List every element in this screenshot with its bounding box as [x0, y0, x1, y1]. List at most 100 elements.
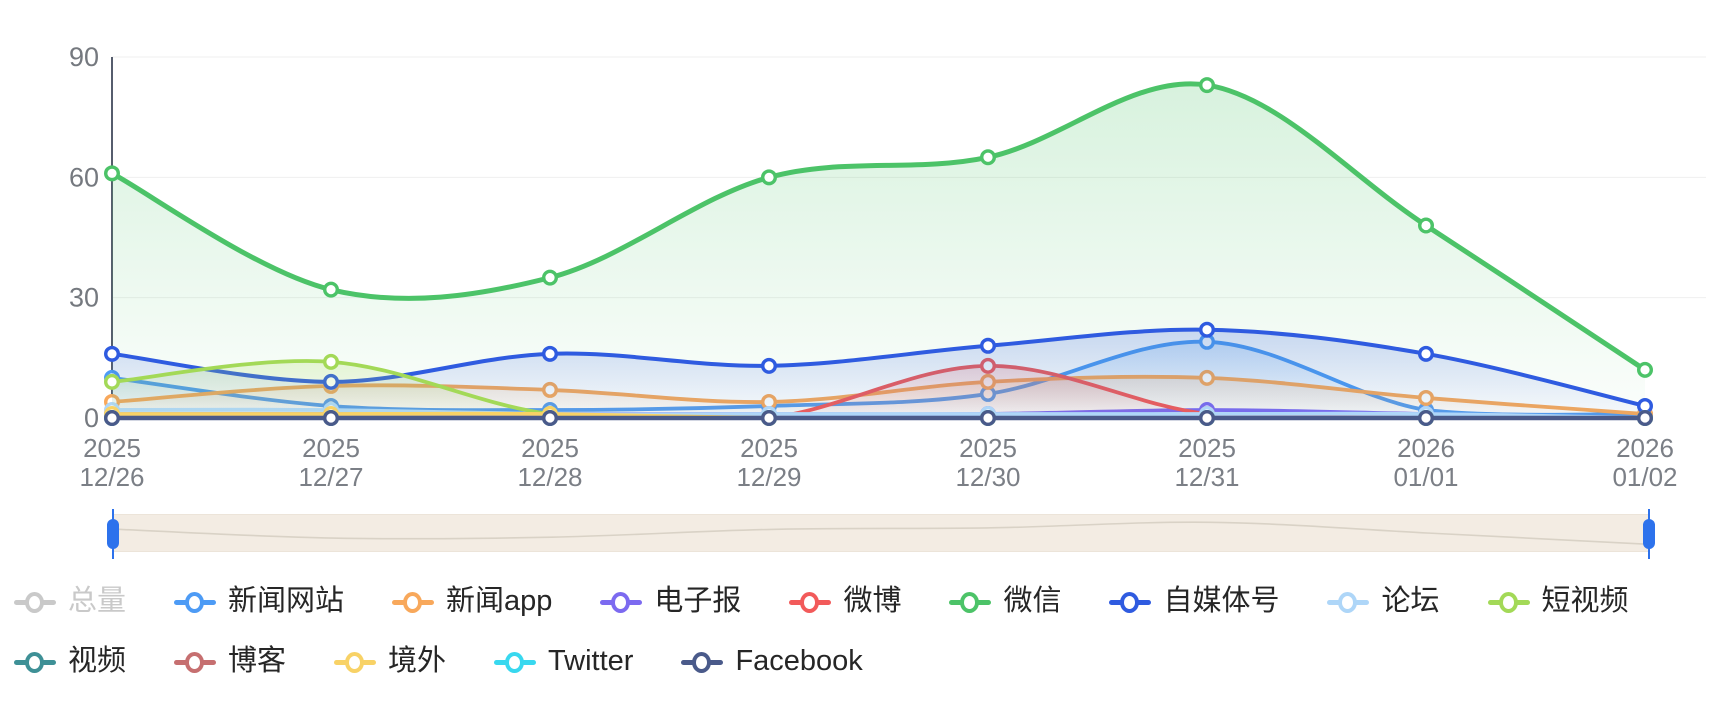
- y-axis-tick-label: 0: [84, 403, 99, 433]
- x-axis-tick-date: 12/31: [1174, 462, 1239, 492]
- legend-item-13[interactable]: Facebook: [681, 644, 863, 680]
- datazoom-handle-grip-icon: [1643, 519, 1655, 549]
- series-area: [112, 329, 1645, 418]
- data-point: [980, 149, 997, 166]
- legend-line-marker-icon: [174, 651, 217, 673]
- x-axis-tick-date: 01/01: [1393, 462, 1458, 492]
- x-axis-tick-year: 2025: [302, 433, 360, 463]
- legend-item-5[interactable]: 微信: [949, 584, 1061, 620]
- x-axis-tick-date: 01/02: [1612, 462, 1677, 492]
- x-axis-labels: 202512/26202512/27202512/28202512/292025…: [79, 433, 1677, 492]
- data-point: [1636, 361, 1653, 378]
- x-axis-tick-year: 2025: [83, 433, 141, 463]
- legend-item-label: 论坛: [1381, 584, 1440, 617]
- data-point: [1198, 77, 1215, 94]
- legend-item-8[interactable]: 短视频: [1487, 584, 1629, 620]
- legend-item-label: 总量: [68, 584, 127, 617]
- legend-item-label: 新闻app: [446, 584, 553, 617]
- legend-line-marker-icon: [334, 651, 377, 673]
- legend-item-label: 短视频: [1541, 584, 1629, 617]
- legend-item-label: 电子报: [654, 584, 742, 617]
- trend-line-chart: 0306090202512/26202512/27202512/28202512…: [69, 42, 1706, 492]
- data-point: [980, 337, 997, 354]
- legend-item-label: 博客: [228, 644, 287, 677]
- legend-line-marker-icon: [600, 591, 643, 613]
- series-Facebook: [103, 410, 1653, 427]
- x-axis-tick-date: 12/30: [955, 462, 1020, 492]
- legend-item-7[interactable]: 论坛: [1327, 584, 1440, 620]
- legend-line-marker-icon: [494, 651, 537, 673]
- legend-line-marker-icon: [949, 591, 992, 613]
- legend-item-0[interactable]: 总量: [14, 584, 126, 620]
- data-point: [1417, 410, 1434, 427]
- legend-item-9[interactable]: 视频: [14, 644, 126, 680]
- x-axis-tick-year: 2025: [959, 433, 1017, 463]
- legend-line-marker-icon: [1487, 591, 1530, 613]
- chart-legend: 总量 新闻网站 新闻app 电子报 微博 微信 自媒体号 论坛 短视频视频 博客 境外 Twitter…: [14, 584, 1706, 680]
- legend-item-label: Twitter: [548, 644, 634, 677]
- data-point: [542, 410, 559, 427]
- data-point: [103, 410, 120, 427]
- data-point: [1417, 345, 1434, 362]
- data-point: [323, 410, 340, 427]
- legend-item-label: 微信: [1003, 584, 1062, 617]
- legend-item-label: 新闻网站: [228, 584, 345, 617]
- legend-item-2[interactable]: 新闻app: [392, 584, 552, 620]
- legend-item-3[interactable]: 电子报: [600, 584, 741, 620]
- datazoom-handle-left[interactable]: [107, 509, 119, 559]
- datazoom-handle-right[interactable]: [1643, 509, 1655, 559]
- legend-item-label: 自媒体号: [1163, 584, 1280, 617]
- datazoom-slider-track[interactable]: [107, 509, 1655, 559]
- datazoom-preview-curve: [112, 521, 1650, 546]
- legend-item-label: Facebook: [735, 644, 863, 677]
- legend-item-11[interactable]: 境外: [334, 644, 446, 680]
- data-point: [761, 169, 778, 186]
- y-axis-tick-label: 60: [69, 162, 99, 192]
- series-line: [109, 81, 1648, 373]
- data-point: [1198, 321, 1215, 338]
- legend-line-marker-icon: [14, 651, 56, 673]
- legend-line-marker-icon: [681, 651, 724, 673]
- data-point: [103, 345, 120, 362]
- legend-line-marker-icon: [1109, 591, 1152, 613]
- x-axis-tick-year: 2025: [1178, 433, 1236, 463]
- data-point: [542, 345, 559, 362]
- legend-line-marker-icon: [174, 591, 217, 613]
- data-point: [323, 353, 340, 370]
- datazoom-handle-grip-icon: [107, 519, 119, 549]
- x-axis-tick-year: 2026: [1616, 433, 1674, 463]
- legend-item-12[interactable]: Twitter: [494, 644, 633, 680]
- legend-item-label: 境外: [388, 644, 447, 677]
- data-point: [1198, 410, 1215, 427]
- legend-item-10[interactable]: 博客: [174, 644, 286, 680]
- legend-item-label: 微博: [843, 584, 902, 617]
- data-point: [542, 269, 559, 286]
- data-point: [761, 410, 778, 427]
- legend-item-4[interactable]: 微博: [789, 584, 901, 620]
- x-axis-tick-year: 2025: [521, 433, 579, 463]
- data-point: [103, 165, 120, 182]
- x-axis-tick-date: 12/28: [517, 462, 582, 492]
- legend-line-marker-icon: [789, 591, 832, 613]
- legend-item-label: 视频: [68, 644, 127, 677]
- x-axis-tick-date: 12/29: [736, 462, 801, 492]
- legend-line-marker-icon: [1327, 591, 1370, 613]
- x-axis-tick-year: 2026: [1397, 433, 1455, 463]
- data-point: [103, 373, 120, 390]
- y-axis-tick-label: 30: [69, 283, 99, 313]
- data-point: [1636, 410, 1653, 427]
- y-axis-tick-label: 90: [69, 42, 99, 72]
- data-point: [1417, 217, 1434, 234]
- legend-line-marker-icon: [392, 591, 435, 613]
- legend-item-1[interactable]: 新闻网站: [174, 584, 344, 620]
- data-point: [761, 357, 778, 374]
- x-axis-tick-date: 12/27: [298, 462, 363, 492]
- x-axis-tick-year: 2025: [740, 433, 798, 463]
- y-axis-labels: 0 30 60 90: [69, 42, 99, 433]
- data-point: [323, 281, 340, 298]
- x-axis-tick-date: 12/26: [79, 462, 144, 492]
- legend-item-6[interactable]: 自媒体号: [1109, 584, 1279, 620]
- legend-line-marker-icon: [14, 591, 56, 613]
- data-point: [980, 410, 997, 427]
